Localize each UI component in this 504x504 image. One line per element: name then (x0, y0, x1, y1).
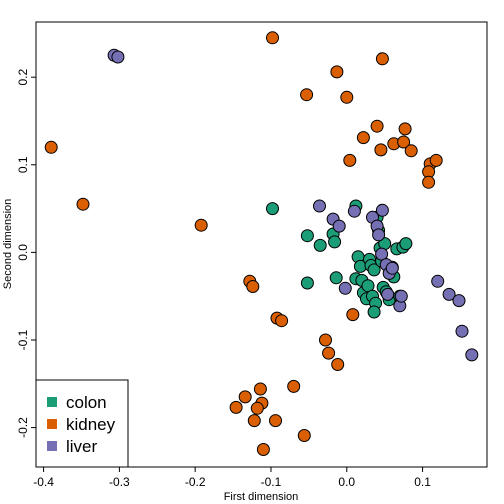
point-kidney-14 (398, 122, 412, 136)
point-kidney-0 (44, 140, 58, 154)
y-tick-label-3: 0.1 (16, 156, 30, 173)
legend-swatch-colon (47, 397, 57, 407)
point-colon-2 (313, 238, 327, 252)
point-colon-5 (300, 276, 314, 290)
point-kidney-26 (331, 358, 345, 371)
point-kidney-8 (356, 131, 370, 145)
point-colon-33 (367, 305, 381, 319)
point-kidney-36 (256, 443, 270, 456)
point-kidney-31 (253, 382, 267, 396)
point-liver-18 (431, 274, 445, 288)
x-tick-label-2: -0.2 (185, 475, 206, 489)
point-kidney-30 (229, 400, 243, 414)
point-kidney-15 (404, 144, 418, 158)
y-axis-title: Second dimension (2, 199, 14, 290)
point-kidney-7 (375, 52, 389, 66)
point-kidney-4 (300, 88, 314, 102)
x-tick-label-4: 0.0 (338, 475, 355, 489)
legend-swatch-liver (47, 441, 57, 451)
point-liver-17 (394, 289, 408, 303)
point-liver-1 (111, 50, 125, 64)
point-kidney-34 (247, 414, 261, 428)
point-kidney-28 (287, 379, 301, 393)
legend-label-kidney: kidney (66, 415, 116, 434)
point-kidney-6 (340, 90, 354, 104)
point-kidney-1 (76, 197, 90, 211)
point-kidney-25 (322, 346, 336, 360)
point-kidney-21 (246, 280, 260, 293)
legend: colon kidney liver (35, 379, 129, 468)
point-liver-14 (338, 281, 352, 295)
point-liver-7 (375, 203, 389, 217)
point-kidney-33 (250, 401, 264, 415)
point-liver-9 (372, 228, 386, 242)
x-tick-label-1: -0.3 (109, 475, 130, 489)
point-kidney-27 (346, 308, 360, 322)
point-liver-22 (465, 348, 479, 362)
point-kidney-9 (370, 119, 384, 133)
plot-frame (35, 21, 488, 468)
point-kidney-5 (330, 65, 344, 79)
point-liver-4 (332, 219, 346, 233)
point-liver-5 (347, 204, 361, 218)
point-liver-13 (385, 261, 399, 275)
point-kidney-3 (266, 31, 279, 45)
point-colon-4 (328, 235, 342, 249)
point-kidney-37 (297, 429, 311, 442)
legend-swatch-kidney (47, 419, 57, 429)
point-kidney-13 (397, 135, 411, 149)
point-colon-18 (367, 263, 381, 277)
point-liver-15 (381, 287, 395, 301)
point-colon-32 (399, 237, 413, 251)
point-liver-2 (313, 199, 326, 213)
point-kidney-35 (269, 414, 282, 428)
y-tick-label-4: 0.2 (16, 69, 30, 86)
point-kidney-12 (374, 143, 388, 157)
y-tick-label-0: -0.2 (16, 417, 30, 438)
y-tick-label-2: 0.0 (16, 244, 30, 261)
x-axis: -0.4 -0.3 -0.2 -0.1 0.0 0.1 (33, 467, 431, 489)
point-liver-19 (442, 287, 456, 301)
point-kidney-2 (194, 218, 208, 232)
y-axis: -0.2 -0.1 0.0 0.1 0.2 (16, 69, 36, 438)
point-kidney-24 (319, 333, 332, 347)
point-colon-6 (329, 271, 343, 285)
legend-label-colon: colon (66, 393, 107, 412)
point-kidney-23 (275, 314, 289, 328)
x-axis-title: First dimension (224, 491, 299, 503)
point-liver-21 (455, 324, 469, 338)
point-kidney-18 (429, 153, 443, 167)
x-tick-label-0: -0.4 (33, 475, 54, 489)
point-colon-0 (266, 202, 279, 216)
point-kidney-29 (238, 390, 252, 404)
points-layer (44, 31, 479, 456)
point-colon-1 (300, 229, 314, 243)
point-liver-20 (452, 294, 466, 308)
point-kidney-19 (422, 175, 436, 189)
legend-label-liver: liver (66, 437, 98, 456)
y-tick-label-1: -0.1 (16, 329, 30, 350)
point-kidney-11 (343, 153, 357, 167)
x-tick-label-3: -0.1 (261, 475, 282, 489)
x-tick-label-5: 0.1 (414, 475, 431, 489)
